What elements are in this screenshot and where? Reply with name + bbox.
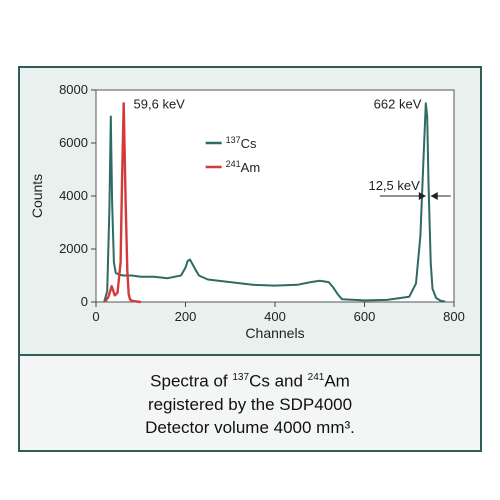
caption-line-3: Detector volume 4000 mm³. — [145, 417, 355, 437]
y-tick-label: 4000 — [59, 188, 88, 203]
divider — [20, 354, 480, 356]
x-tick-label: 0 — [92, 309, 99, 324]
legend-label-am: 241Am — [226, 159, 261, 175]
caption-text-b: Cs and — [249, 371, 308, 391]
y-axis-label: Counts — [29, 174, 45, 218]
series-line-am — [103, 102, 141, 304]
annotation-fwhm: 12,5 keV — [368, 178, 420, 193]
caption-line-1: Spectra of 137Cs and 241Am — [20, 366, 480, 393]
x-tick-label: 800 — [443, 309, 465, 324]
caption-sup-241: 241 — [307, 372, 325, 383]
caption-text-a: Spectra of — [150, 371, 233, 391]
y-tick-label: 8000 — [59, 82, 88, 97]
fwhm-arrow-left — [418, 192, 426, 200]
caption-sup-137: 137 — [232, 372, 250, 383]
x-tick-label: 400 — [264, 309, 286, 324]
caption-text-c: Am — [324, 371, 350, 391]
x-tick-label: 600 — [354, 309, 376, 324]
spectrum-chart: 0 2000 4000 6000 8000 0 200 400 600 800 Channels Co… — [29, 82, 465, 341]
figure-caption: Spectra of 137Cs and 241Am registered by… — [20, 358, 480, 450]
fwhm-arrow-right — [430, 192, 438, 200]
x-tick-label: 200 — [175, 309, 197, 324]
y-tick-label: 6000 — [59, 135, 88, 150]
annotation-cs-peak: 662 keV — [374, 96, 422, 111]
x-axis-label: Channels — [245, 325, 304, 341]
y-tick-label: 2000 — [59, 241, 88, 256]
y-tick-label: 0 — [81, 294, 88, 309]
plot-panel: 0 2000 4000 6000 8000 0 200 400 600 800 Channels Co… — [20, 68, 480, 354]
legend-label-cs: 137Cs — [226, 135, 257, 151]
figure-frame: 0 2000 4000 6000 8000 0 200 400 600 800 Channels Co… — [18, 66, 482, 452]
annotation-am-peak: 59,6 keV — [134, 96, 186, 111]
caption-line-2: registered by the SDP4000 — [147, 394, 353, 414]
